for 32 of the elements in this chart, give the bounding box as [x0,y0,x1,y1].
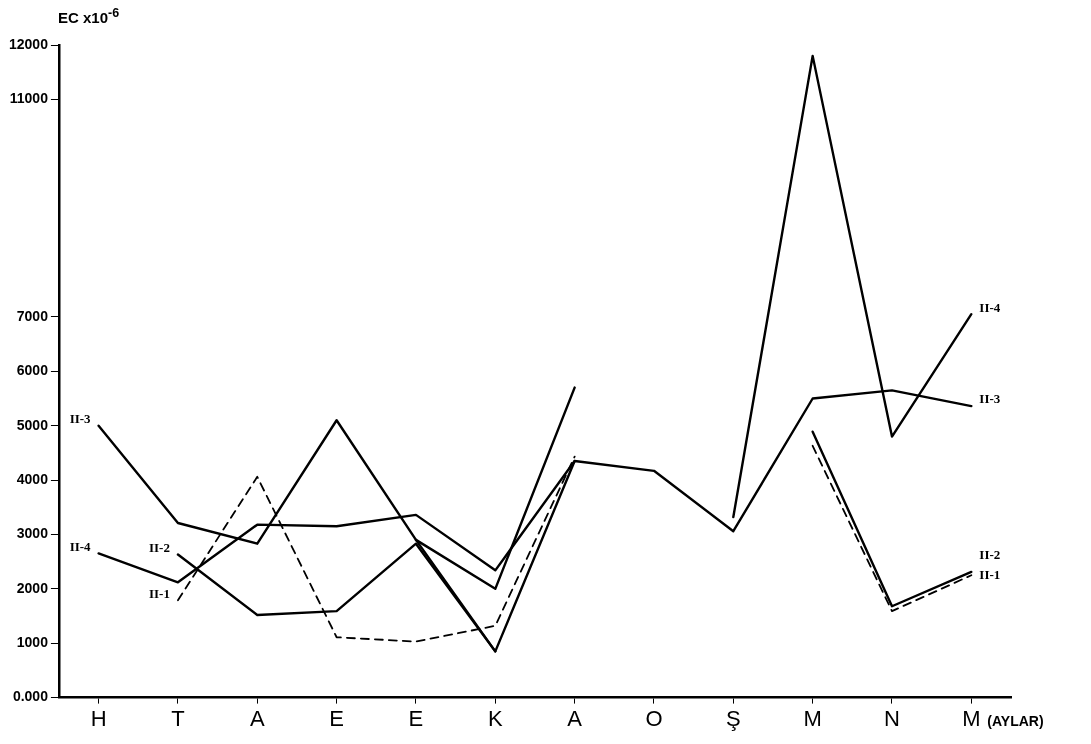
x-tick-label: E [408,705,424,731]
x-tick-label: A [567,705,583,731]
y-tick-label: 0.000 [12,688,49,705]
x-tick-label: M [803,705,822,731]
y-tick-label: 12000 [8,35,49,52]
series-label: II-3 [979,391,1001,407]
x-tick-label: M [962,705,981,731]
y-tick-label: 6000 [16,362,49,379]
text: II-3 [69,411,91,427]
x-axis-title: (AYLAR) [987,712,1044,729]
x-tick-label: E [329,705,344,731]
x-tick-label: T [171,705,185,731]
text: II-1 [979,567,1001,583]
x-tick-label: A [249,705,265,731]
y-tick-label: 7000 [16,307,49,324]
y-tick-label: 5000 [16,416,49,433]
y-tick-label: 4000 [16,470,49,487]
x-tick-label: N [884,705,900,731]
series-label: II-1 [148,585,170,601]
series-label: II-2 [148,539,170,555]
text: II-2 [979,547,1001,563]
series-label: II-4 [69,538,92,554]
y-tick-label: 11000 [9,90,49,107]
y-tick-label: 2000 [16,579,49,596]
y-tick-label: 1000 [16,634,49,651]
text: II-4 [979,299,1001,315]
y-tick-label: 3000 [16,525,49,542]
x-tick-label: O [645,705,663,731]
x-tick-label: Ş [725,705,741,731]
x-tick-label: K [487,705,503,731]
x-tick-label: H [90,705,107,731]
y-axis-title: EC x10$^{-6}$ [58,6,120,26]
